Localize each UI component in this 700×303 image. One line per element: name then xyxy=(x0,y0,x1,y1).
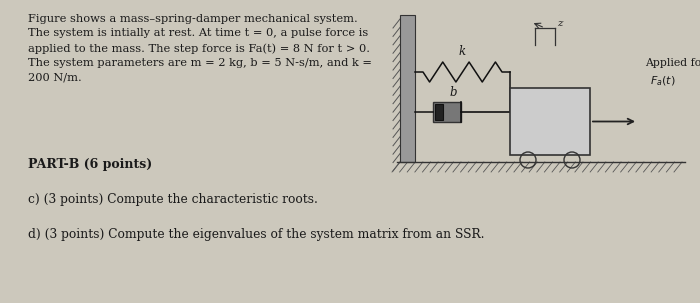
Text: PART-B (6 points): PART-B (6 points) xyxy=(28,158,153,171)
Text: m: m xyxy=(544,115,556,128)
Text: z: z xyxy=(557,19,563,28)
Bar xyxy=(400,15,415,162)
Bar xyxy=(433,102,461,122)
Text: Figure shows a mass–spring-damper mechanical system.
The system is intially at r: Figure shows a mass–spring-damper mechan… xyxy=(28,14,372,82)
Text: Applied force: Applied force xyxy=(645,58,700,68)
Bar xyxy=(510,88,590,155)
Text: c) (3 points) Compute the characteristic roots.: c) (3 points) Compute the characteristic… xyxy=(28,193,318,206)
Text: k: k xyxy=(459,45,466,58)
Bar xyxy=(435,104,443,120)
Text: $F_a(t)$: $F_a(t)$ xyxy=(650,74,676,88)
Text: b: b xyxy=(449,86,456,99)
Text: d) (3 points) Compute the eigenvalues of the system matrix from an SSR.: d) (3 points) Compute the eigenvalues of… xyxy=(28,228,484,241)
